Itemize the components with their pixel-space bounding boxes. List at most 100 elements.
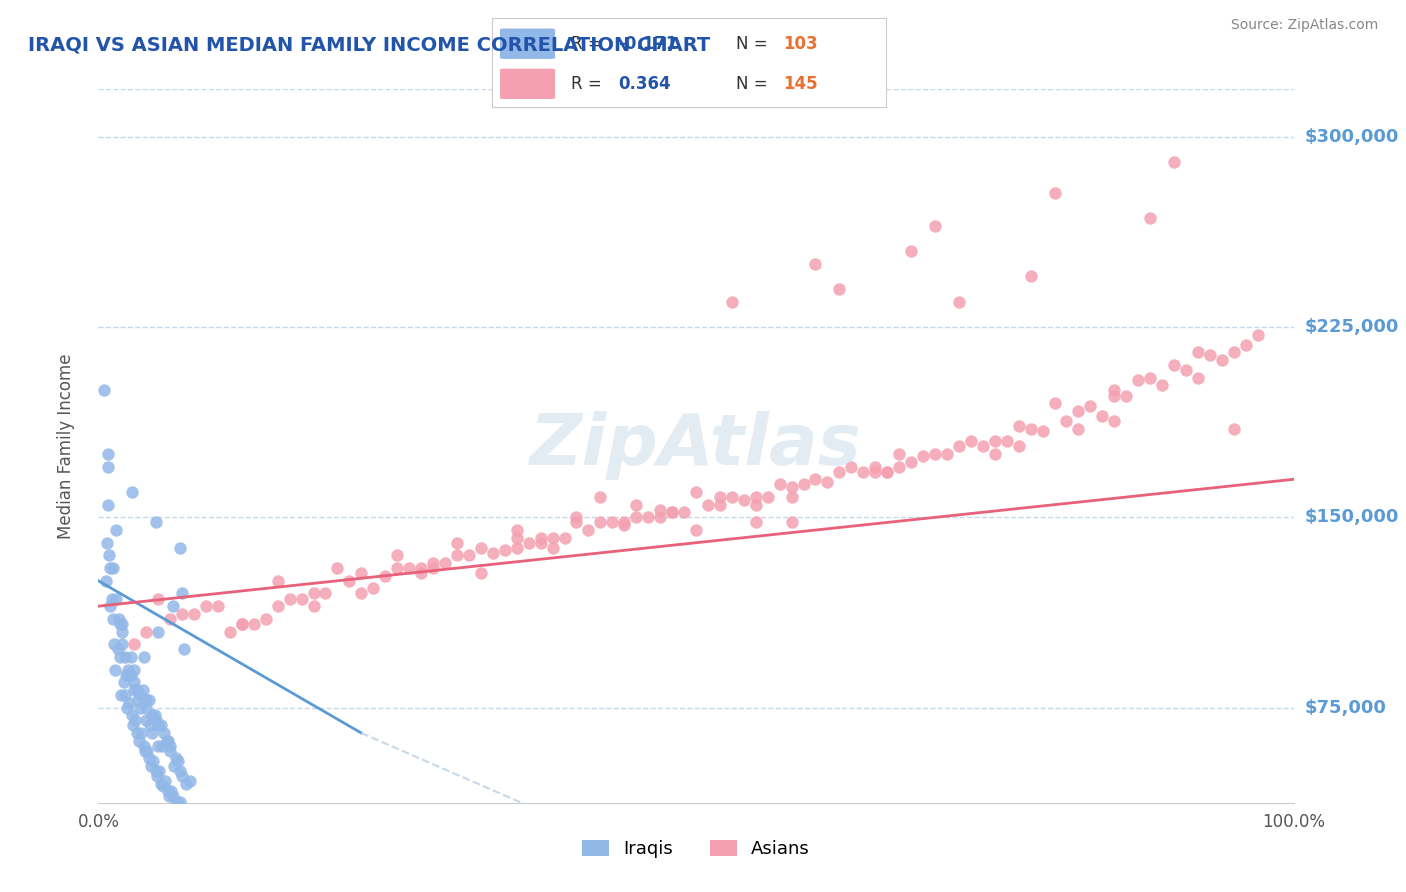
- Point: [121, 708, 143, 723]
- Point: [159, 612, 181, 626]
- Point: [139, 718, 162, 732]
- Point: [828, 282, 851, 296]
- Point: [148, 718, 170, 732]
- Point: [176, 814, 198, 829]
- Point: [120, 649, 142, 664]
- Point: [155, 733, 177, 747]
- Point: [254, 612, 277, 626]
- Point: [169, 764, 191, 778]
- Point: [117, 667, 139, 681]
- Point: [1067, 404, 1090, 418]
- Point: [111, 637, 134, 651]
- Point: [302, 586, 325, 600]
- Point: [135, 624, 157, 639]
- Point: [138, 751, 160, 765]
- Point: [363, 582, 385, 596]
- Point: [1234, 338, 1257, 352]
- Point: [517, 535, 540, 549]
- Point: [470, 566, 492, 581]
- Point: [97, 447, 120, 461]
- Point: [983, 434, 1005, 449]
- Point: [148, 764, 170, 778]
- Point: [129, 688, 152, 702]
- Point: [194, 599, 217, 614]
- Point: [121, 485, 143, 500]
- Point: [494, 543, 516, 558]
- Point: [207, 599, 229, 614]
- Point: [839, 459, 862, 474]
- Point: [780, 490, 803, 504]
- Point: [1067, 421, 1090, 435]
- Point: [924, 219, 946, 233]
- Point: [132, 649, 155, 664]
- Point: [142, 754, 165, 768]
- Text: $225,000: $225,000: [1305, 318, 1399, 336]
- Point: [267, 599, 290, 614]
- Point: [97, 459, 120, 474]
- FancyBboxPatch shape: [501, 29, 555, 59]
- Point: [157, 789, 180, 804]
- Point: [1019, 269, 1042, 284]
- Point: [600, 516, 623, 530]
- Point: [1222, 345, 1246, 359]
- Point: [128, 733, 150, 747]
- Point: [804, 472, 827, 486]
- FancyBboxPatch shape: [501, 69, 555, 99]
- Point: [136, 744, 159, 758]
- Point: [852, 465, 875, 479]
- Point: [108, 649, 131, 664]
- Point: [863, 459, 886, 474]
- Point: [166, 795, 188, 809]
- Point: [613, 518, 636, 533]
- Point: [1187, 371, 1209, 385]
- Point: [159, 744, 181, 758]
- Point: [156, 784, 179, 798]
- Point: [1115, 388, 1137, 402]
- Point: [506, 531, 529, 545]
- Point: [815, 475, 838, 489]
- Point: [132, 739, 155, 753]
- Point: [661, 505, 683, 519]
- Point: [148, 624, 170, 639]
- Point: [135, 700, 157, 714]
- Point: [733, 492, 755, 507]
- Point: [152, 780, 174, 794]
- Point: [624, 498, 647, 512]
- Point: [972, 439, 994, 453]
- Text: -0.171: -0.171: [619, 35, 678, 53]
- Point: [385, 549, 409, 563]
- Point: [804, 257, 827, 271]
- Text: $75,000: $75,000: [1305, 698, 1386, 716]
- Point: [576, 523, 599, 537]
- Point: [134, 744, 156, 758]
- Point: [422, 561, 444, 575]
- Point: [911, 450, 934, 464]
- Point: [243, 616, 266, 631]
- Point: [120, 667, 142, 681]
- Point: [889, 447, 911, 461]
- Point: [446, 549, 468, 563]
- Point: [780, 516, 803, 530]
- Point: [411, 561, 433, 575]
- Point: [179, 810, 201, 824]
- Point: [1163, 358, 1185, 372]
- Point: [935, 447, 957, 461]
- Point: [107, 612, 129, 626]
- Point: [1102, 414, 1125, 428]
- Point: [1198, 348, 1220, 362]
- Point: [1139, 211, 1161, 225]
- Point: [173, 802, 195, 816]
- Point: [1080, 399, 1102, 413]
- Point: [122, 718, 145, 732]
- Point: [179, 774, 201, 789]
- Text: $300,000: $300,000: [1305, 128, 1399, 145]
- Point: [900, 454, 922, 468]
- Point: [111, 624, 134, 639]
- Point: [673, 505, 696, 519]
- Point: [948, 294, 970, 309]
- Point: [100, 591, 122, 606]
- Point: [350, 586, 373, 600]
- Point: [685, 485, 707, 500]
- Point: [948, 439, 970, 453]
- Point: [768, 477, 790, 491]
